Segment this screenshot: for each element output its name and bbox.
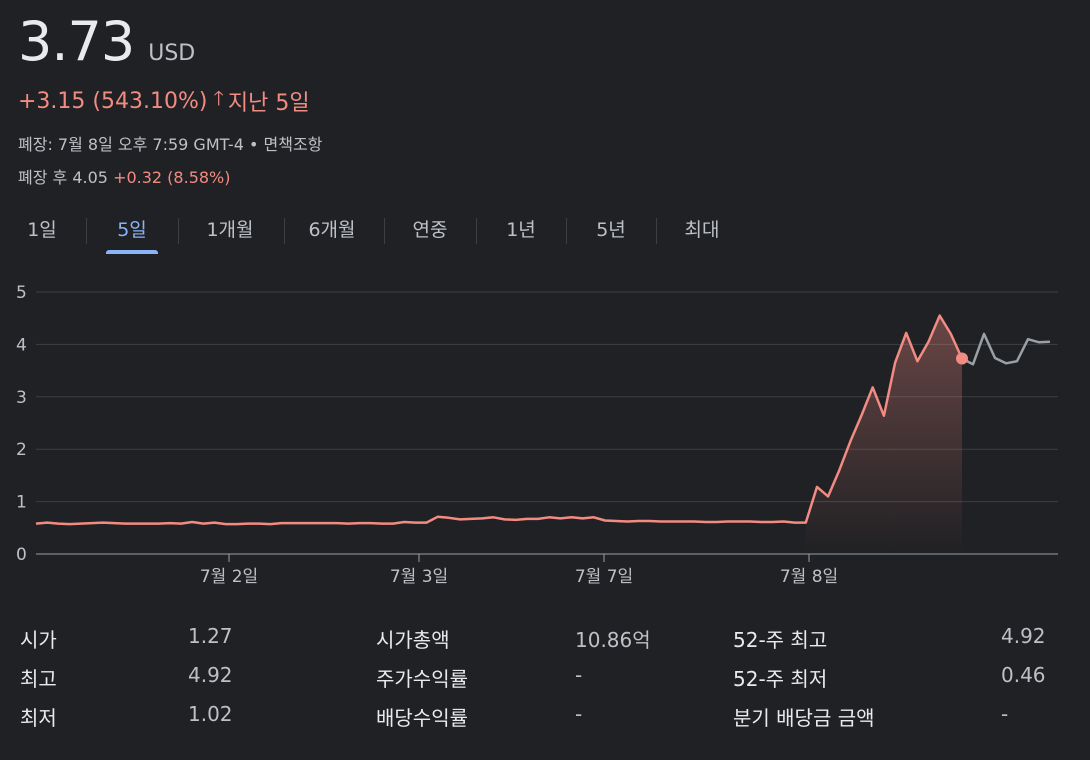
tab-divider — [86, 218, 87, 244]
tab-5y[interactable]: 5년 — [596, 219, 626, 241]
y-tick-label: 2 — [16, 440, 27, 460]
stat-high-value: 4.92 — [188, 663, 233, 687]
stat-high-label: 최고 — [20, 667, 57, 691]
tab-6m[interactable]: 6개월 — [308, 219, 356, 241]
tab-divider — [284, 218, 285, 244]
stat-pe-label: 주가수익률 — [376, 667, 468, 691]
stat-52w-high-label: 52-주 최고 — [733, 628, 828, 652]
stat-open-label: 시가 — [20, 628, 57, 652]
stat-quarterly-div-label: 분기 배당금 금액 — [733, 706, 875, 730]
x-tick-label: 7월 3일 — [390, 567, 448, 587]
tab-divider — [384, 218, 385, 244]
y-tick-label: 0 — [16, 545, 27, 565]
stat-open-value: 1.27 — [188, 624, 233, 648]
y-tick-label: 3 — [16, 388, 27, 408]
current-price: 3.73 — [18, 10, 135, 73]
y-tick-label: 5 — [16, 283, 27, 303]
tab-ytd[interactable]: 연중 — [412, 219, 448, 241]
after-hours-info: 폐장 후 4.05 +0.32 (8.58%) — [18, 164, 231, 188]
price-chart[interactable]: 0 1 2 3 4 5 7월 2일 7월 3일 7월 7일 7월 8일 — [0, 270, 1090, 600]
tab-divider — [566, 218, 567, 244]
last-close-marker[interactable] — [956, 352, 968, 365]
tab-divider — [178, 218, 179, 244]
close-info: 폐장: 7월 8일 오후 7:59 GMT-4 • 면책조항 — [18, 135, 323, 154]
stat-low-label: 최저 — [20, 706, 57, 730]
after-hours-label: 폐장 후 4.05 — [18, 168, 108, 187]
price-change: +3.15 (543.10%) — [18, 88, 208, 114]
series-area-fill — [805, 315, 962, 554]
y-tick-label: 4 — [16, 335, 27, 355]
tab-1d[interactable]: 1일 — [27, 219, 57, 241]
tab-divider — [656, 218, 657, 244]
tab-max[interactable]: 최대 — [684, 219, 720, 241]
series-line-after-hours — [961, 332, 1051, 366]
stat-52w-low-label: 52-주 최저 — [733, 667, 828, 691]
stat-market-cap-label: 시가총액 — [376, 628, 450, 652]
stat-52w-low-value: 0.46 — [1001, 663, 1046, 687]
currency-label: USD — [148, 41, 196, 66]
stat-low-value: 1.02 — [188, 702, 233, 726]
tab-1m[interactable]: 1개월 — [206, 219, 254, 241]
x-tick-label: 7월 2일 — [200, 567, 258, 587]
stat-pe-value: - — [575, 663, 583, 687]
tab-1y[interactable]: 1년 — [506, 219, 536, 241]
stat-div-yield-value: - — [575, 702, 583, 726]
x-tick-label: 7월 8일 — [780, 567, 838, 587]
change-period: 지난 5일 — [227, 91, 310, 116]
tab-divider — [476, 218, 477, 244]
x-tick-label: 7월 7일 — [575, 567, 633, 587]
stat-52w-high-value: 4.92 — [1001, 624, 1046, 648]
stat-market-cap-value: 10.86억 — [575, 628, 651, 652]
after-hours-change: +0.32 (8.58%) — [113, 168, 231, 187]
range-tabs: 1일 5일 1개월 6개월 연중 1년 5년 최대 — [0, 210, 760, 256]
y-tick-label: 1 — [16, 493, 27, 513]
arrow-up-icon: 🡑 — [213, 86, 224, 110]
stat-quarterly-div-value: - — [1001, 702, 1009, 726]
tab-5d[interactable]: 5일 — [106, 210, 158, 254]
price-change-row: +3.15 (543.10%) 🡑 지난 5일 — [18, 84, 310, 118]
series-line-market — [35, 314, 964, 526]
price-row: 3.73 USD — [18, 10, 195, 73]
stat-div-yield-label: 배당수익률 — [376, 706, 468, 730]
